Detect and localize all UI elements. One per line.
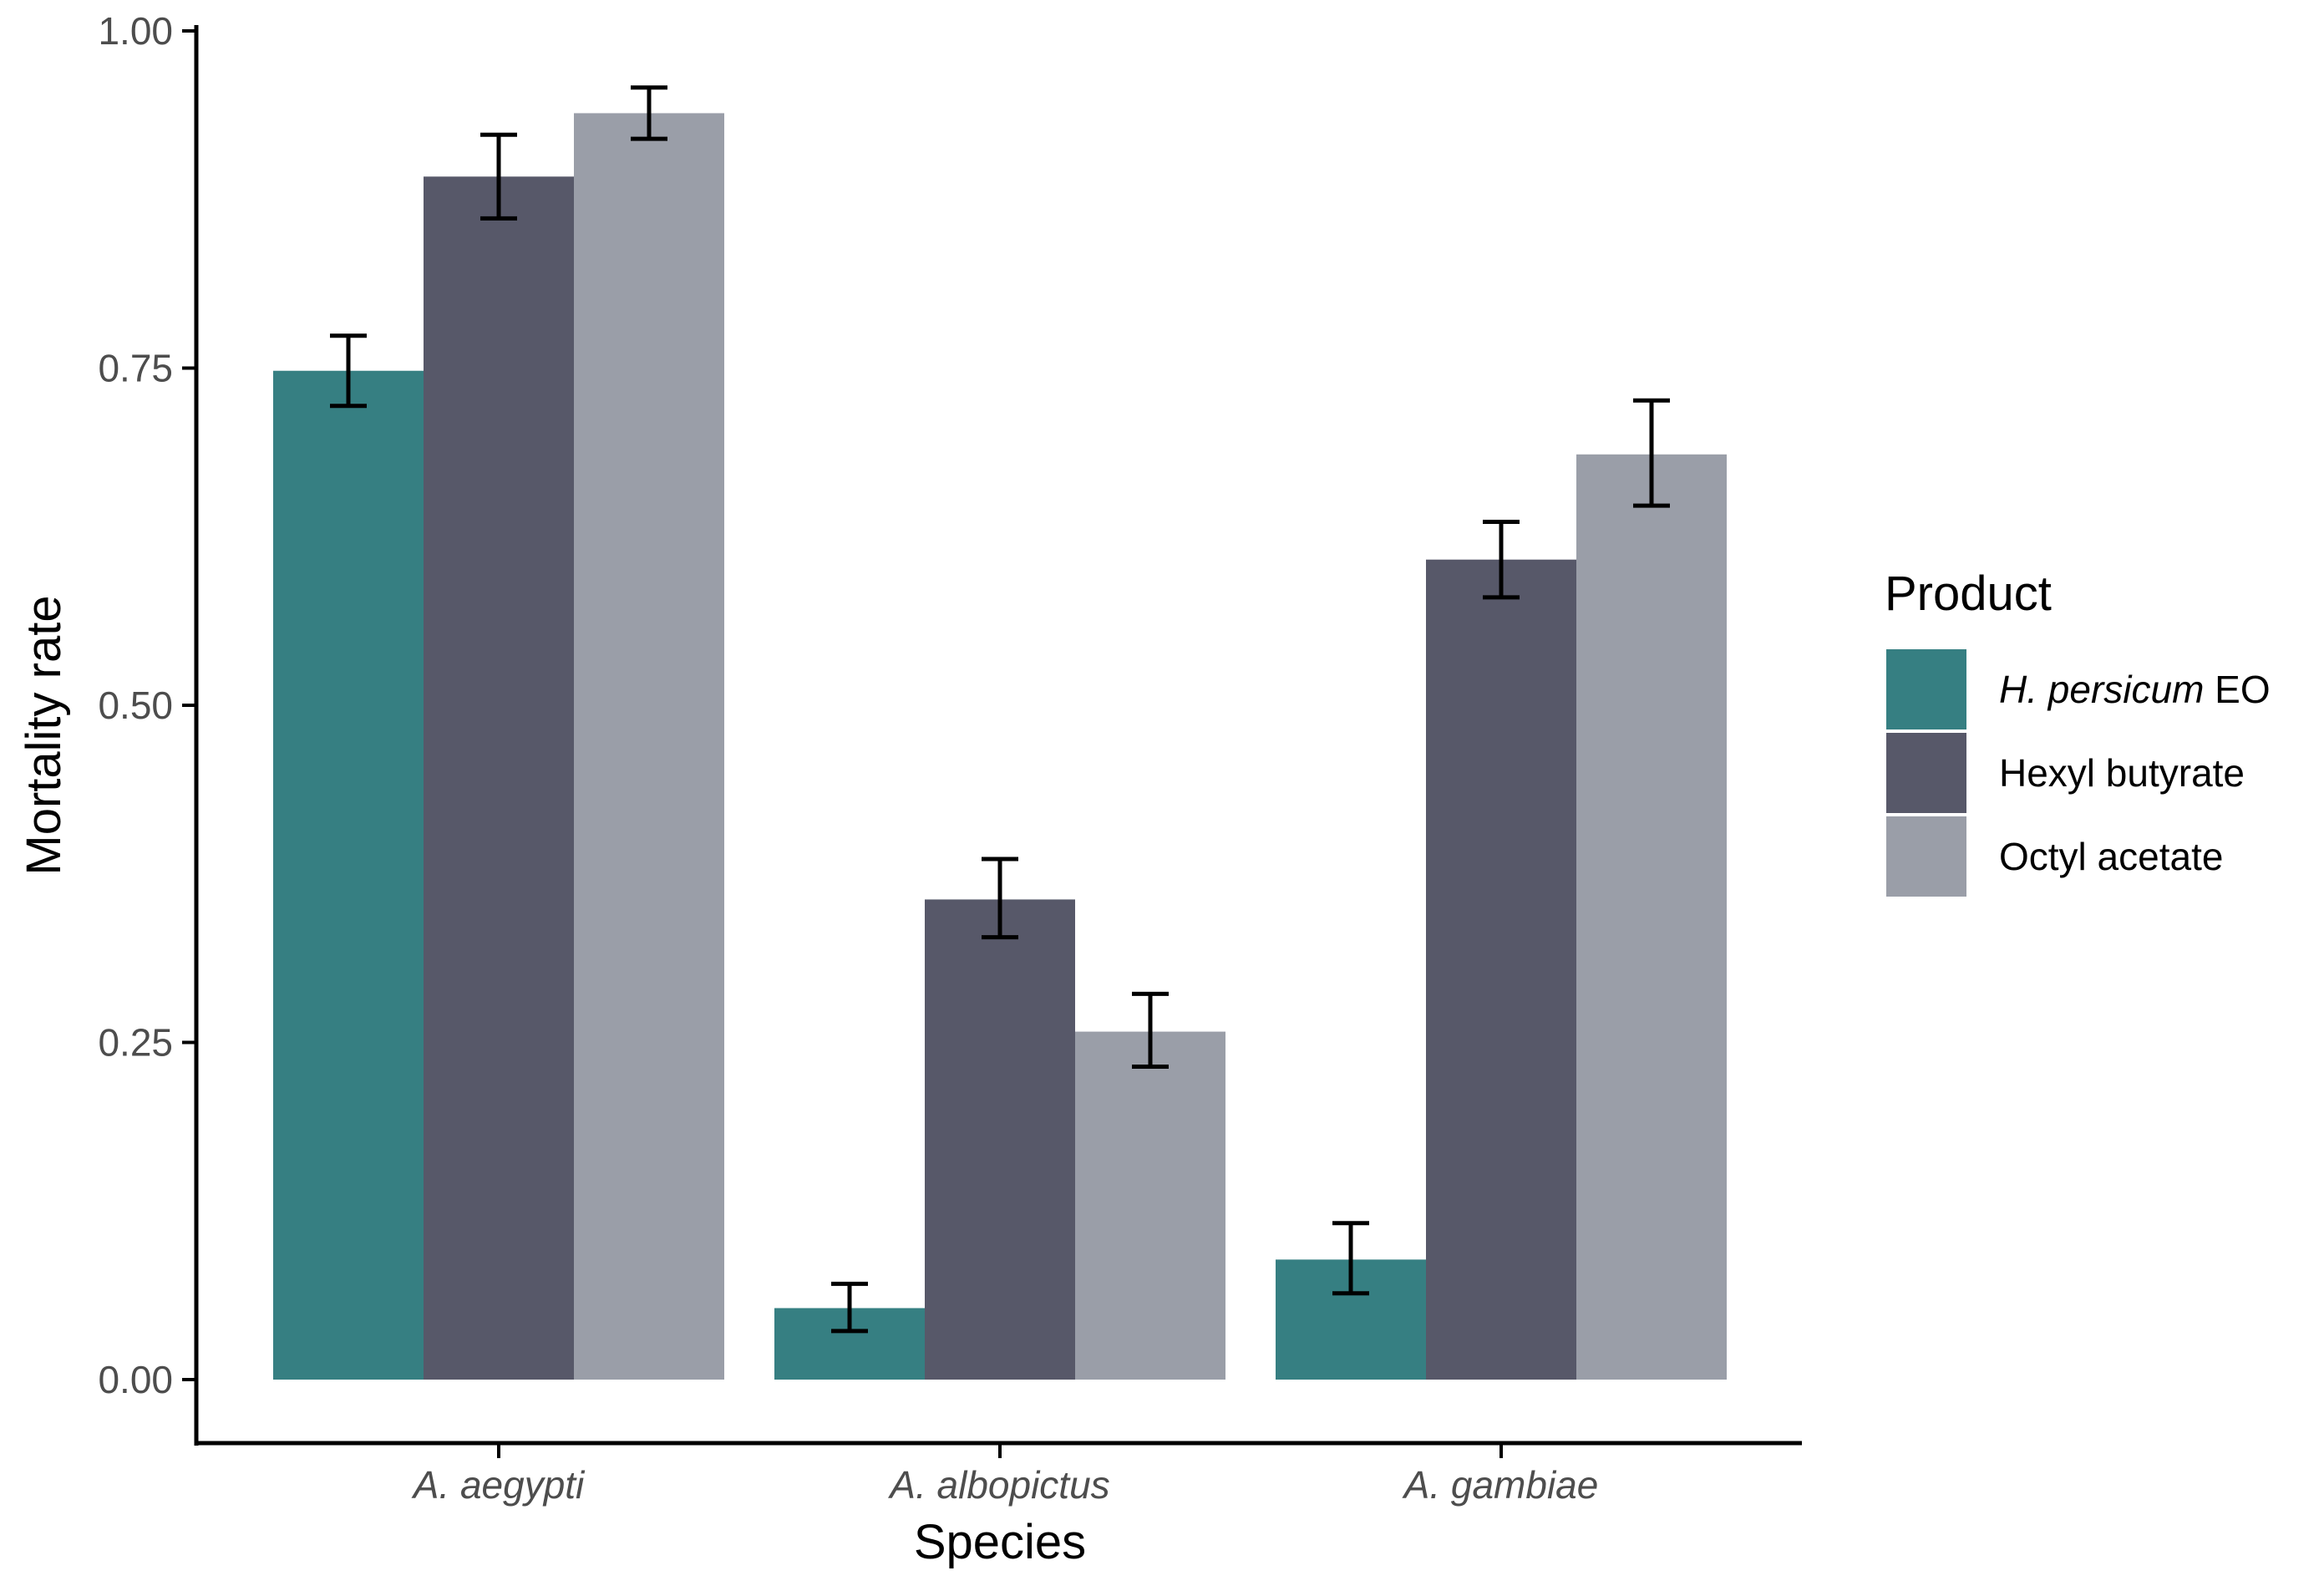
bar [1576,454,1727,1380]
legend-label: Hexyl butyrate [1999,751,2245,795]
legend-swatch [1886,816,1966,897]
legend-swatch [1886,649,1966,729]
legend-swatch [1886,733,1966,813]
error-bars-layer [330,85,1670,1334]
legend-item: Octyl acetate [1886,816,2223,897]
y-axis-title: Mortality rate [17,595,71,875]
legend-item: H. persicum EO [1886,649,2271,729]
bar [925,899,1075,1380]
x-tick-label: A. albopictus [887,1463,1109,1507]
bar [1075,1031,1225,1380]
error-bar [982,856,1018,940]
error-bar [1483,519,1520,600]
y-tick-label: 0.25 [98,1021,173,1065]
error-bar [1132,991,1169,1070]
x-tick-label: A. gambiae [1402,1463,1599,1507]
legend-label: Octyl acetate [1999,835,2223,878]
bars-layer [273,113,1727,1380]
error-bar [831,1281,868,1334]
bar [424,176,574,1380]
y-ticks-layer: 0.00 0.25 0.50 0.75 1.00 [98,9,196,1401]
bar [1426,559,1576,1380]
legend-item: Hexyl butyrate [1886,733,2245,813]
legend: Product H. persicum EO Hexyl butyrate Octy… [1885,567,2271,897]
y-tick-label: 0.00 [98,1358,173,1401]
x-axis-title: Species [914,1515,1086,1569]
error-bar [631,85,667,141]
y-tick-label: 0.75 [98,347,173,390]
error-bar [480,132,517,221]
legend-title: Product [1885,567,2052,621]
y-tick-label: 1.00 [98,9,173,53]
bar [574,113,724,1380]
x-ticks-layer: A. aegypti A. albopictus A. gambiae [411,1443,1599,1507]
legend-label: H. persicum EO [1999,668,2271,711]
error-bar [1633,398,1670,508]
error-bar [330,333,367,409]
error-bar [1332,1221,1369,1296]
y-tick-label: 0.50 [98,684,173,727]
bar [273,370,424,1380]
x-tick-label: A. aegypti [411,1463,586,1507]
